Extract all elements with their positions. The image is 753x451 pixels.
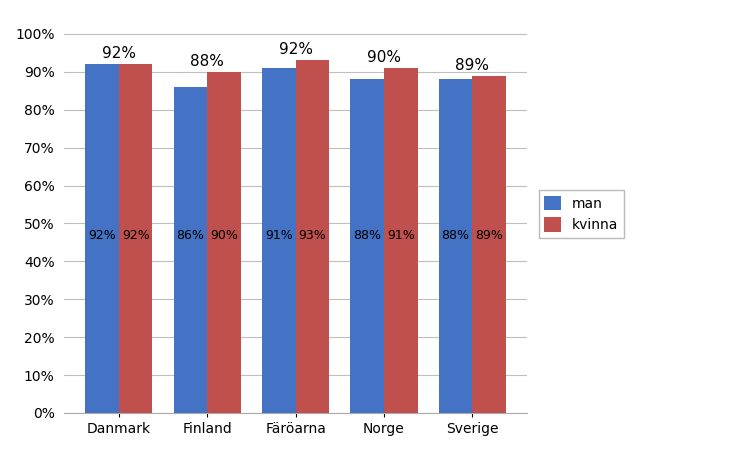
Text: 92%: 92%	[88, 230, 116, 243]
Text: 86%: 86%	[176, 230, 204, 243]
Text: 88%: 88%	[441, 230, 470, 243]
Text: 92%: 92%	[279, 42, 312, 57]
Text: 90%: 90%	[367, 50, 401, 65]
Bar	[85, 64, 119, 413]
Text: 92%: 92%	[122, 230, 150, 243]
Bar	[119, 64, 152, 413]
Bar	[350, 79, 384, 413]
Bar	[262, 68, 296, 413]
Text: 90%: 90%	[210, 230, 238, 243]
Text: 89%: 89%	[475, 230, 503, 243]
Bar	[296, 60, 329, 413]
Text: 93%: 93%	[298, 230, 326, 243]
Bar	[207, 72, 241, 413]
Text: 91%: 91%	[387, 230, 415, 243]
Text: 91%: 91%	[265, 230, 293, 243]
Text: 88%: 88%	[191, 54, 224, 69]
Text: 92%: 92%	[102, 46, 136, 61]
Bar	[439, 79, 472, 413]
Text: 88%: 88%	[353, 230, 381, 243]
Bar	[174, 87, 207, 413]
Bar	[384, 68, 418, 413]
Legend: man, kvinna: man, kvinna	[538, 190, 623, 238]
Bar	[472, 76, 506, 413]
Text: 89%: 89%	[456, 58, 489, 73]
